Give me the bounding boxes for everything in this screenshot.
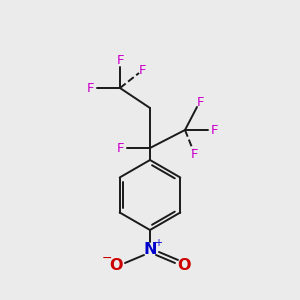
Text: +: + [154, 238, 162, 248]
Text: N: N [143, 242, 157, 257]
Text: O: O [109, 257, 123, 272]
Text: F: F [196, 95, 204, 109]
Text: O: O [177, 257, 191, 272]
Text: F: F [116, 53, 124, 67]
Text: F: F [211, 124, 219, 136]
Text: F: F [191, 148, 199, 161]
Text: F: F [116, 142, 124, 154]
Text: F: F [86, 82, 94, 94]
Text: F: F [138, 64, 146, 76]
Text: −: − [102, 251, 112, 265]
